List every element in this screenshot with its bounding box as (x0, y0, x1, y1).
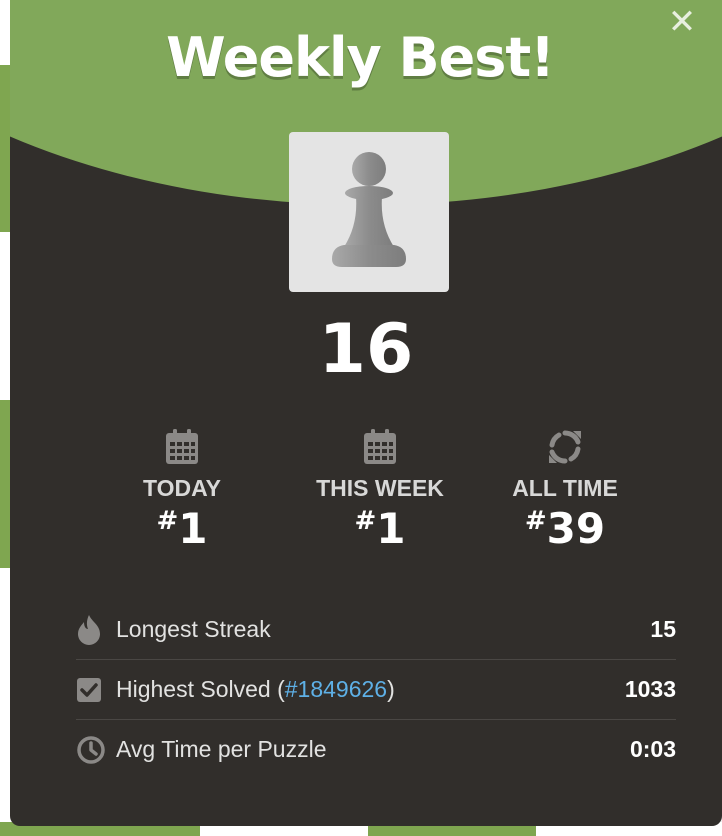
flame-icon (78, 614, 100, 645)
detail-value: 15 (650, 616, 676, 642)
stat-label: THIS WEEK (316, 475, 444, 501)
weekly-best-modal: Weekly Best! ✕ 16 (10, 0, 722, 826)
stat-today: TODAY #1 (87, 425, 277, 553)
clock-icon (77, 735, 105, 764)
background-board-edge (0, 0, 12, 836)
modal-title: Weekly Best! (166, 26, 555, 89)
puzzle-details: Longest Streak 15 Highest Solved (#18496… (76, 600, 676, 779)
stat-rank: #39 (524, 504, 606, 553)
detail-longest-streak: Longest Streak 15 (76, 600, 676, 660)
refresh-icon (549, 430, 581, 464)
detail-label: Highest Solved (#1849626) (116, 676, 395, 702)
detail-label: Longest Streak (116, 616, 271, 642)
pawn-icon (332, 152, 406, 267)
detail-label: Avg Time per Puzzle (116, 736, 327, 762)
stat-label: TODAY (143, 475, 221, 501)
stat-this-week: THIS WEEK #1 (285, 425, 475, 553)
stat-all-time: ALL TIME #39 (470, 425, 660, 553)
puzzle-score: 16 (318, 310, 414, 389)
stat-label: ALL TIME (512, 475, 618, 501)
calendar-icon (166, 429, 198, 464)
stat-rank: #1 (156, 504, 208, 553)
detail-value: 1033 (624, 676, 676, 702)
close-button[interactable]: ✕ (667, 2, 697, 42)
detail-highest-solved: Highest Solved (#1849626) 1033 (76, 660, 676, 720)
stat-rank: #1 (354, 504, 406, 553)
puzzle-link[interactable]: #1849626 (284, 676, 388, 702)
checkbox-icon (77, 677, 101, 702)
piece-badge (289, 132, 449, 292)
rank-stats: TODAY #1 THIS WEEK #1 (82, 425, 682, 565)
detail-value: 0:03 (629, 736, 676, 762)
detail-avg-time: Avg Time per Puzzle 0:03 (76, 720, 676, 779)
calendar-icon (364, 429, 396, 464)
